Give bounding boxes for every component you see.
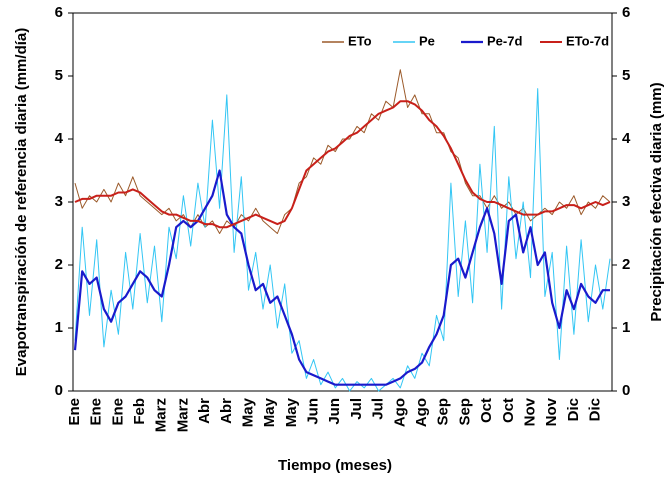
y2-tick-label: 3 [622, 193, 630, 210]
x-tick-label: Abr [218, 398, 235, 424]
y2-tick-label: 2 [622, 256, 630, 273]
x-tick-label: Ago [413, 398, 430, 427]
x-tick-label: Nov [521, 397, 538, 426]
x-axis-label: Tiempo (meses) [278, 457, 392, 474]
legend-label: Pe-7d [487, 33, 522, 48]
y-axis-label: Evapotranspiración de referencia diaria … [13, 28, 30, 376]
x-tick-label: Marz [174, 398, 191, 432]
x-tick-label: Jul [370, 398, 387, 420]
y-tick-label: 4 [55, 130, 64, 147]
x-tick-label: Ene [109, 398, 126, 426]
x-tick-label: Oct [500, 398, 517, 423]
x-tick-label: Ene [88, 398, 105, 426]
y-tick-label: 1 [55, 319, 63, 336]
x-tick-label: Dic [587, 398, 604, 421]
y-tick-label: 3 [55, 193, 63, 210]
x-tick-label: Feb [131, 398, 148, 425]
x-tick-label: Jun [305, 398, 322, 425]
y-tick-label: 0 [55, 382, 63, 399]
y2-axis-label: Precipitación efectiva diaria (mm) [648, 82, 665, 321]
x-tick-label: Sep [435, 398, 452, 426]
legend-label: ETo [348, 33, 372, 48]
x-tick-label: Jul [348, 398, 365, 420]
x-tick-label: May [239, 397, 256, 427]
x-tick-label: Marz [153, 398, 170, 432]
y2-tick-label: 1 [622, 319, 630, 336]
x-tick-label: Dic [565, 398, 582, 421]
x-tick-label: Ago [391, 398, 408, 427]
y2-tick-label: 6 [622, 4, 630, 21]
y-tick-label: 6 [55, 4, 63, 21]
plot-frame [72, 12, 613, 392]
x-tick-label: May [283, 397, 300, 427]
y2-tick-label: 4 [622, 130, 631, 147]
x-tick-label: Abr [196, 398, 213, 424]
series-line [73, 169, 610, 386]
series-line [74, 69, 611, 234]
legend-label: ETo-7d [566, 33, 609, 48]
y2-tick-label: 0 [622, 382, 630, 399]
series-line [74, 100, 611, 229]
y2-tick-label: 5 [622, 67, 630, 84]
legend-label: Pe [419, 33, 435, 48]
y-tick-label: 5 [55, 67, 63, 84]
y-tick-label: 2 [55, 256, 63, 273]
x-tick-label: May [261, 397, 278, 427]
x-tick-label: Sep [456, 398, 473, 426]
x-tick-label: Oct [478, 398, 495, 423]
x-tick-label: Nov [543, 397, 560, 426]
x-tick-label: Ene [66, 398, 83, 426]
series-line [74, 88, 611, 392]
x-tick-label: Jun [326, 398, 343, 425]
